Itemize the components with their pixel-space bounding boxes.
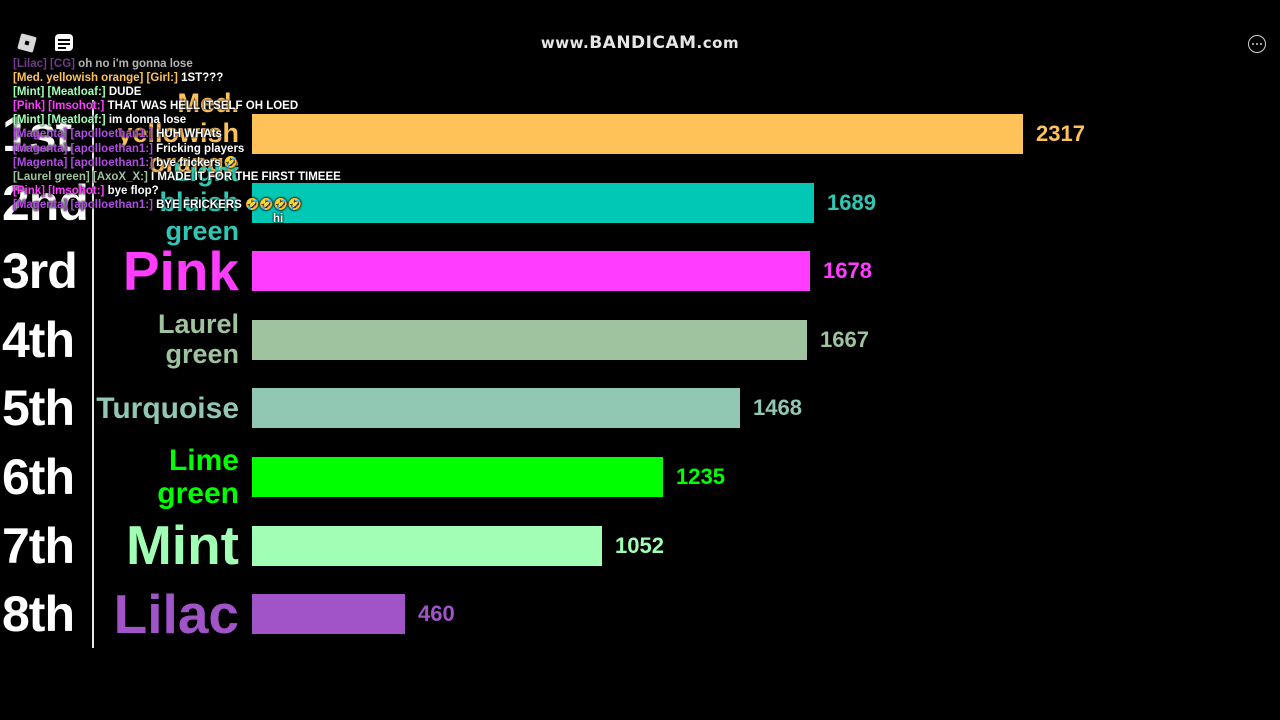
rank-label: 7th xyxy=(2,517,75,574)
bar xyxy=(252,388,740,429)
bar xyxy=(252,457,663,497)
rank-label: 5th xyxy=(2,380,75,437)
value-label: 460 xyxy=(418,601,455,627)
value-label: 1689 xyxy=(827,189,876,215)
category-label: Lime green xyxy=(157,444,239,510)
chat-text: oh no i'm gonna lose xyxy=(78,58,193,70)
chat-sender[interactable]: [Med. yellowish orange] [Girl:] xyxy=(13,72,178,85)
chat-message: [Lilac] [CG] oh no i'm gonna lose xyxy=(13,57,433,71)
value-label: 1667 xyxy=(820,326,869,352)
bar xyxy=(252,251,810,292)
watermark-suffix: .com xyxy=(696,34,740,52)
chat-message: [Laurel green] [AxoX_X:] I MADE IT FOR T… xyxy=(13,170,433,184)
chat-sender[interactable]: [Pink] [Imsohot:] xyxy=(13,184,105,197)
rank-label: 1st xyxy=(2,106,72,162)
chat-log: [Lilac] [CG] oh no i'm gonna lose [Med. y… xyxy=(13,57,433,226)
chat-text: hi xyxy=(273,213,284,226)
more-menu-icon[interactable] xyxy=(1248,35,1266,53)
chat-text: THAT WAS HELL ITSELF OH LOED xyxy=(107,100,299,113)
chat-text: bye frickers 🤣 xyxy=(156,156,239,169)
bar xyxy=(252,182,814,223)
category-label: Lilac xyxy=(113,582,239,645)
chat-sender[interactable]: [Magenta] [apolloethan1:] xyxy=(13,142,153,155)
chat-sender[interactable]: [Mint] [Meatloaf:] xyxy=(13,114,106,127)
chat-message: [Magenta] [apolloethan1:] Fricking playe… xyxy=(13,142,433,156)
chat-text: BYE FRICKERS 🤣🤣🤣🤣 xyxy=(156,198,303,211)
category-label: Laurel green xyxy=(157,309,239,369)
chat-message: hi xyxy=(13,212,433,226)
watermark-brand: BANDICAM xyxy=(589,33,697,53)
bar xyxy=(252,594,405,635)
watermark-prefix: www. xyxy=(540,34,590,52)
chat-text: Fricking players xyxy=(156,142,245,155)
chat-message: [Magenta] [apolloethan1:] BYE FRICKERS 🤣… xyxy=(13,198,433,212)
chat-sender[interactable]: [Magenta] [apolloethan1:] xyxy=(13,128,153,141)
rank-label: 6th xyxy=(2,449,75,505)
chat-message: [Med. yellowish orange] [Girl:] 1ST??? xyxy=(13,71,433,85)
chat-sender[interactable]: [Magenta] [apolloethan1:] xyxy=(13,198,153,211)
value-label: 1052 xyxy=(615,532,664,558)
chat-sender[interactable]: [Pink] [Imsohot:] xyxy=(13,100,105,113)
rank-label: 4th xyxy=(2,311,75,368)
rank-label: 8th xyxy=(2,586,75,643)
chat-message: [Pink] [Imsohot:] THAT WAS HELL ITSELF O… xyxy=(13,99,433,113)
value-label: 2317 xyxy=(1036,121,1085,146)
bar xyxy=(252,525,602,566)
category-label: Pink xyxy=(122,239,239,302)
bandicam-watermark: www.BANDICAM.com xyxy=(0,33,1280,53)
chat-sender[interactable]: [Magenta] [apolloethan1:] xyxy=(13,156,153,169)
chat-message: [Magenta] [apolloethan1:] bye frickers 🤣 xyxy=(13,156,433,170)
chat-text: HUH WHAts xyxy=(156,128,222,141)
chat-sender[interactable]: [Mint] [Meatloaf:] xyxy=(13,86,106,99)
bar xyxy=(252,319,807,360)
chat-text: im donna lose xyxy=(108,114,187,127)
rank-label: 2nd xyxy=(2,174,89,231)
chat-message: [Mint] [Meatloaf:] im donna lose xyxy=(13,113,433,127)
value-label: 1678 xyxy=(823,258,872,284)
chat-bubble-icon[interactable] xyxy=(53,32,75,54)
value-label: 1235 xyxy=(676,464,725,489)
chat-message: [Mint] [Meatloaf:] DUDE xyxy=(13,85,433,99)
chat-message: [Magenta] [apolloethan1:] HUH WHAts xyxy=(13,127,433,141)
value-label: 1468 xyxy=(753,395,802,421)
top-bar: www.BANDICAM.com xyxy=(0,0,1280,60)
chat-text: DUDE xyxy=(108,86,142,99)
chat-sender[interactable]: [Laurel green] [AxoX_X:] xyxy=(13,170,148,183)
category-label: Mint xyxy=(125,514,239,577)
rank-label: 3rd xyxy=(2,243,78,300)
chat-sender[interactable]: [Lilac] [CG] xyxy=(13,58,79,70)
bar xyxy=(252,114,1023,154)
chat-text: 1ST??? xyxy=(181,72,224,85)
axis-line xyxy=(92,100,94,648)
category-label: Turquoise xyxy=(96,391,239,425)
chat-text: I MADE IT FOR THE FIRST TIMEEE xyxy=(151,170,341,183)
chat-message: [Pink] [Imsohot:] bye flop? xyxy=(13,184,433,198)
chat-text: bye flop? xyxy=(107,184,159,197)
